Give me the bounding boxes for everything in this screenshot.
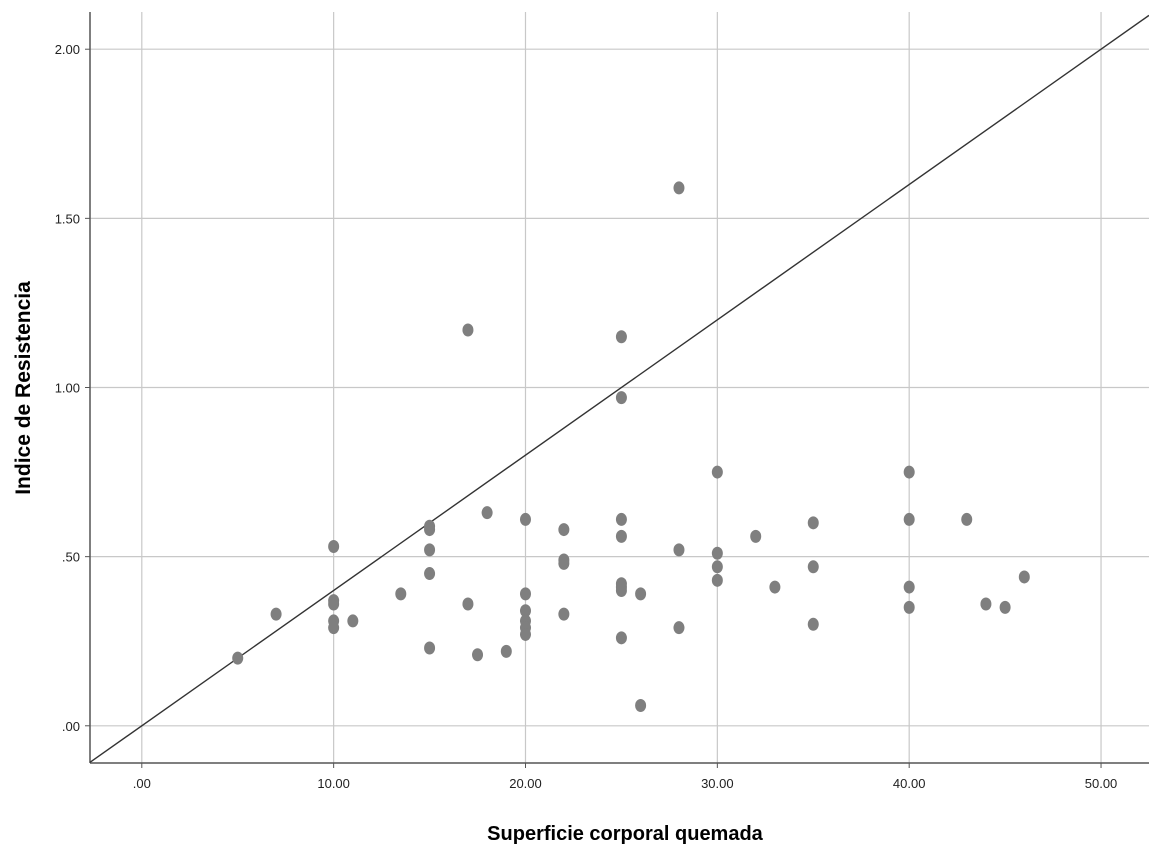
x-tick-label: 20.00 [509, 776, 542, 791]
data-point [519, 627, 531, 641]
data-point [328, 621, 340, 635]
data-point [328, 597, 340, 611]
data-point [711, 560, 723, 574]
data-point [615, 391, 627, 405]
data-point [232, 651, 244, 665]
data-point [558, 607, 570, 621]
data-points [232, 181, 1030, 712]
data-point [807, 617, 819, 631]
data-point [424, 523, 436, 537]
data-point [615, 512, 627, 526]
data-point [1018, 570, 1030, 584]
data-point [481, 506, 493, 520]
data-point [807, 516, 819, 530]
data-point [980, 597, 992, 611]
data-point [903, 600, 915, 614]
data-point [711, 465, 723, 479]
data-point [558, 556, 570, 570]
data-point [519, 587, 531, 601]
data-point [673, 621, 685, 635]
x-tick-label: 30.00 [701, 776, 734, 791]
data-point [635, 587, 647, 601]
data-point [673, 181, 685, 195]
data-point [615, 631, 627, 645]
data-point [558, 523, 570, 537]
data-point [615, 583, 627, 597]
data-point [462, 597, 474, 611]
data-point [500, 644, 512, 658]
grid-lines [90, 12, 1149, 763]
data-point [807, 560, 819, 574]
data-point [519, 604, 531, 618]
y-tick-label: 1.50 [55, 211, 80, 226]
data-point [424, 567, 436, 581]
data-point [750, 529, 762, 543]
x-tick-label: 10.00 [317, 776, 350, 791]
data-point [424, 641, 436, 655]
x-axis-title: Superficie corporal quemada [487, 823, 764, 845]
data-point [328, 539, 340, 553]
data-point [519, 512, 531, 526]
data-point [270, 607, 282, 621]
data-point [635, 698, 647, 712]
data-point [711, 546, 723, 560]
data-point [711, 573, 723, 587]
axes [85, 12, 1149, 768]
y-axis-title: Indice de Resistencia [12, 281, 35, 495]
data-point [903, 580, 915, 594]
x-tick-label: 40.00 [893, 776, 926, 791]
y-tick-label: 1.00 [55, 381, 80, 396]
data-point [769, 580, 781, 594]
y-tick-label: 2.00 [55, 42, 80, 57]
data-point [347, 614, 359, 628]
reference-line-group [89, 14, 1149, 763]
data-point [999, 600, 1011, 614]
x-tick-label: .00 [133, 776, 151, 791]
data-point [462, 323, 474, 337]
data-point [424, 543, 436, 557]
data-point [395, 587, 407, 601]
y-tick-label: .50 [62, 550, 80, 565]
data-point [903, 465, 915, 479]
data-point [615, 529, 627, 543]
data-point [673, 543, 685, 557]
x-tick-labels: .00 10.00 20.00 30.00 40.00 50.00 [133, 776, 1118, 791]
x-tick-label: 50.00 [1085, 776, 1118, 791]
y-tick-labels: .00 .50 1.00 1.50 2.00 [55, 42, 80, 734]
reference-line [89, 14, 1149, 763]
data-point [472, 648, 484, 662]
data-point [961, 512, 973, 526]
y-tick-label: .00 [62, 719, 80, 734]
data-point [903, 512, 915, 526]
data-point [615, 330, 627, 344]
